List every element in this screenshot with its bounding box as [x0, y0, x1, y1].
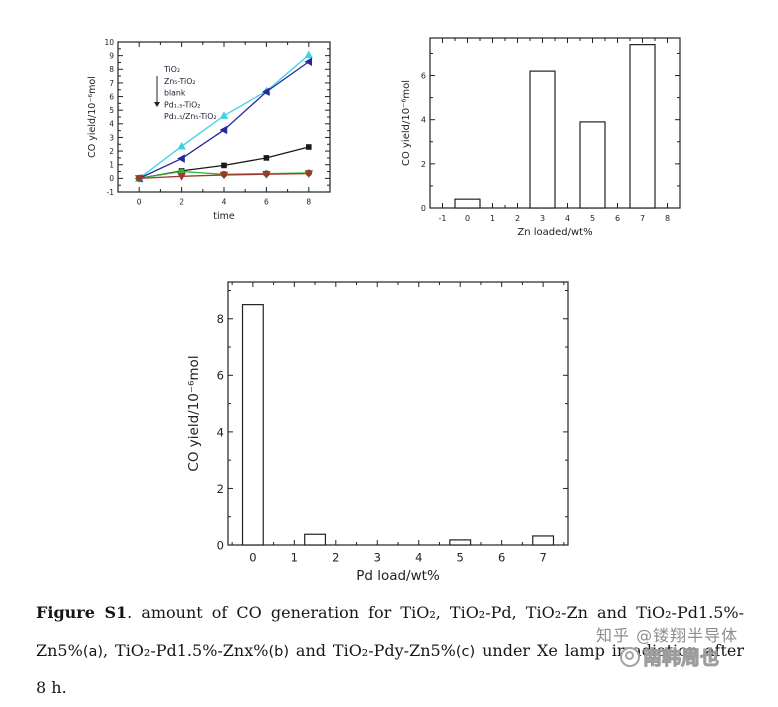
bar-x1.5 [304, 533, 327, 546]
svg-text:6: 6 [217, 369, 224, 383]
legend-entry: Pd₁.₅/Zn₅-TiO₂ [164, 112, 216, 121]
svg-text:8: 8 [109, 65, 114, 74]
svg-text:4: 4 [421, 116, 426, 125]
svg-text:2: 2 [515, 214, 520, 223]
chartC-svg: 0 1 2 3 4 5 6 7 0 2 4 6 8 Pd load/wt% CO yield/10⁻⁶mol [186, 281, 569, 584]
svg-text:3: 3 [374, 551, 381, 565]
x-axis-label: time [213, 211, 235, 222]
chartB-svg: -1 0 1 2 3 4 5 6 7 8 0 2 4 6 Zn loaded/wt% CO yield/10⁻… [401, 37, 681, 238]
svg-text:5: 5 [457, 551, 464, 565]
bar-x7 [532, 535, 555, 546]
svg-text:0: 0 [137, 198, 142, 207]
svg-text:1: 1 [291, 551, 298, 565]
svg-text:1: 1 [490, 214, 495, 223]
svg-text:4: 4 [109, 120, 114, 129]
svg-text:5: 5 [109, 106, 114, 115]
svg-text:-1: -1 [107, 188, 115, 197]
bar-x0 [454, 198, 481, 209]
svg-text:0: 0 [109, 174, 114, 183]
caption-text: (a) [82, 643, 104, 660]
svg-text:9: 9 [109, 51, 114, 60]
bars [454, 44, 656, 209]
caption-text: and TiO₂-Pdy-Zn5% [288, 640, 456, 660]
bars [241, 304, 555, 546]
chartA-svg: 0 2 4 6 8 -1 0 1 2 3 4 5 6 7 8 9 10 time CO yield/10⁻⁶mol T… [87, 38, 331, 222]
y-axis-label: CO yield/10⁻⁶mol [401, 80, 412, 166]
svg-text:0: 0 [465, 214, 470, 223]
legend-arrowhead-icon [154, 102, 160, 107]
svg-text:0: 0 [217, 538, 224, 552]
svg-text:8: 8 [306, 198, 311, 207]
svg-text:2: 2 [217, 482, 224, 496]
y-axis: -1 0 1 2 3 4 5 6 7 8 9 10 [104, 38, 330, 197]
svg-text:6: 6 [264, 198, 269, 207]
y-axis-label: CO yield/10⁻⁶mol [186, 355, 202, 471]
svg-text:1: 1 [109, 161, 114, 170]
series-TiO₂ [134, 50, 314, 182]
svg-text:2: 2 [179, 198, 184, 207]
plot-frame [227, 281, 569, 546]
svg-text:8: 8 [665, 214, 670, 223]
line-chart-co-yield-vs-time: 0 2 4 6 8 -1 0 1 2 3 4 5 6 7 8 9 10 time CO yield/10⁻⁶mol T… [85, 8, 365, 242]
caption-label: Figure S1 [36, 603, 128, 622]
svg-text:4: 4 [415, 551, 422, 565]
svg-text:7: 7 [640, 214, 645, 223]
svg-text:8: 8 [217, 312, 224, 326]
svg-text:3: 3 [109, 133, 114, 142]
svg-text:-1: -1 [439, 214, 447, 223]
svg-text:0: 0 [249, 551, 256, 565]
svg-text:2: 2 [332, 551, 339, 565]
figure-caption: Figure S1. amount of CO generation for T… [36, 594, 744, 707]
legend-entry: Pd₁.₅-TiO₂ [164, 100, 200, 109]
svg-text:4: 4 [217, 425, 224, 439]
svg-text:4: 4 [565, 214, 570, 223]
caption-text: , TiO₂-Pd1.5%-Znx% [103, 640, 269, 660]
bar-chart-co-yield-vs-pd-loading: 0 1 2 3 4 5 6 7 0 2 4 6 8 Pd load/wt% CO yield/10⁻⁶mol [185, 268, 585, 598]
legend-entry: blank [164, 89, 186, 98]
y-axis: 0 2 4 6 8 [217, 289, 568, 552]
svg-text:7: 7 [109, 79, 114, 88]
series-Pd₁.₅/Zn₅-TiO₂ [134, 170, 314, 183]
svg-text:3: 3 [540, 214, 545, 223]
bar-x7 [629, 44, 656, 209]
x-axis-label: Zn loaded/wt% [517, 227, 592, 238]
caption-text: (c) [455, 643, 476, 660]
svg-text:0: 0 [421, 204, 426, 213]
svg-text:5: 5 [590, 214, 595, 223]
bar-x5 [449, 539, 472, 546]
bar-x5 [579, 121, 606, 209]
legend-entry: Zn₅-TiO₂ [164, 77, 195, 86]
svg-text:2: 2 [421, 160, 426, 169]
svg-text:6: 6 [615, 214, 620, 223]
bar-x3 [529, 70, 556, 209]
legend: TiO₂ Zn₅-TiO₂ blank Pd₁.₅-TiO₂ Pd₁.₅/Zn₅-TiO… [154, 65, 216, 121]
y-axis: 0 2 4 6 [421, 52, 680, 213]
x-axis: 0 2 4 6 8 [137, 42, 311, 207]
x-axis-label: Pd load/wt% [356, 568, 440, 584]
bar-chart-co-yield-vs-zn-loading: -1 0 1 2 3 4 5 6 7 8 0 2 4 6 Zn loaded/wt% CO yield/10⁻… [395, 10, 695, 238]
legend-entry: TiO₂ [163, 65, 180, 74]
x-axis: 0 1 2 3 4 5 6 7 [231, 282, 565, 565]
svg-text:6: 6 [421, 72, 426, 81]
svg-text:2: 2 [109, 147, 114, 156]
svg-text:6: 6 [109, 92, 114, 101]
svg-text:10: 10 [104, 38, 114, 47]
svg-text:4: 4 [222, 198, 227, 207]
caption-text: . amount of CO generation for TiO₂, TiO₂… [36, 603, 745, 660]
svg-text:7: 7 [539, 551, 546, 565]
svg-text:6: 6 [498, 551, 505, 565]
bar-x0 [241, 304, 264, 546]
y-axis-label: CO yield/10⁻⁶mol [87, 76, 98, 158]
caption-text: (b) [268, 643, 289, 660]
